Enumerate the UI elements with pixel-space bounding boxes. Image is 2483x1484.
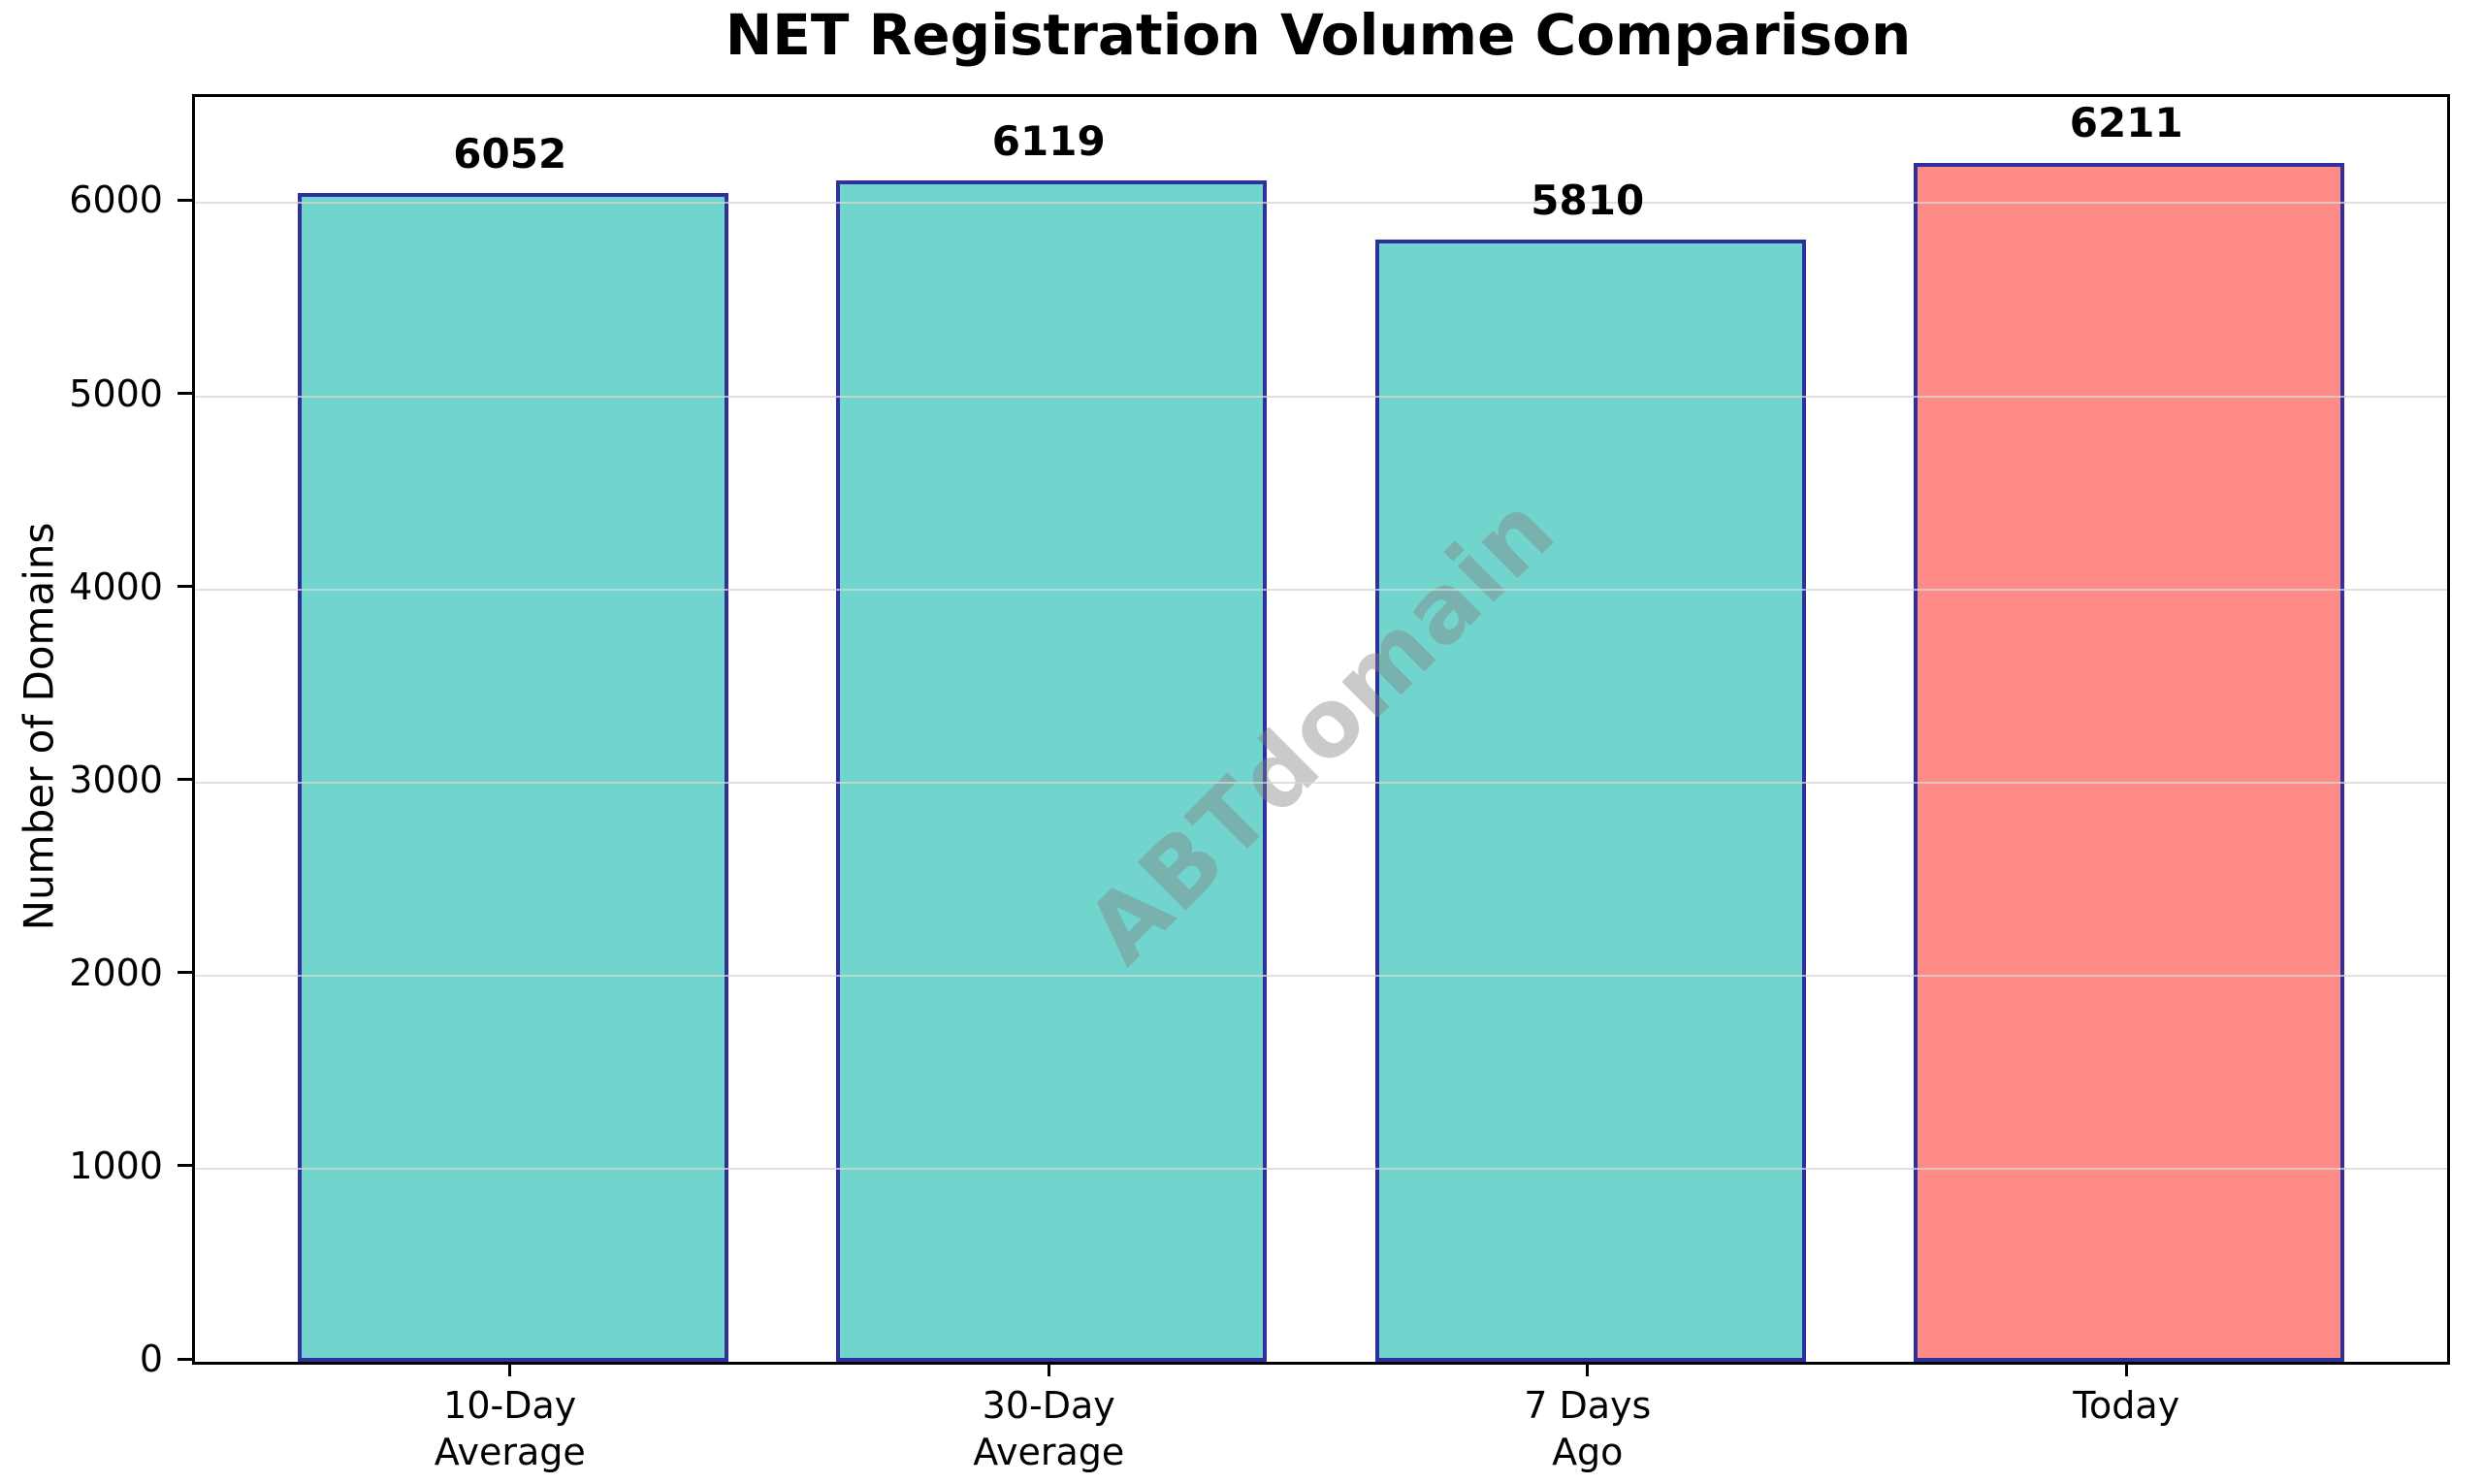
x-tick-label-line: 30-Day [982,1384,1115,1427]
bar-value-label: 6211 [2069,99,2183,147]
x-tick-label-line: 10-Day [443,1384,577,1427]
y-tick-label: 0 [139,1338,163,1380]
x-tick-label-line: Today [2073,1384,2180,1427]
bar-value-label: 5810 [1531,177,1645,225]
gridline [195,781,2447,784]
x-tick-label: 10-Day Average [297,1382,724,1475]
plot-area: ABTdomain [192,94,2450,1365]
y-tick-label: 3000 [69,758,163,801]
y-tick-mark [177,1357,192,1361]
chart-title: NET Registration Volume Comparison [725,2,1912,68]
y-tick-mark [177,1164,192,1168]
y-tick-label: 2000 [69,951,163,994]
bar-3 [1374,240,1806,1362]
bar-2 [836,179,1268,1362]
x-tick-mark [1586,1362,1590,1376]
gridline [195,202,2447,205]
y-tick-mark [177,392,192,396]
y-tick-mark [177,198,192,202]
gridline [195,588,2447,591]
x-tick-label-line: Ago [1552,1431,1624,1473]
y-tick-label: 5000 [69,371,163,415]
y-tick-label: 6000 [69,178,163,222]
gridline [195,974,2447,977]
bar-value-label: 6052 [453,130,567,178]
x-tick-label-line: Average [434,1431,586,1473]
y-tick-label: 1000 [69,1144,163,1187]
bar-1 [297,193,728,1362]
x-tick-label: 30-Day Average [835,1382,1262,1475]
x-tick-mark [1047,1362,1050,1376]
gridline [195,1167,2447,1170]
y-tick-mark [177,585,192,589]
x-tick-label: Today [1913,1382,2339,1429]
bar-4 [1914,162,2345,1362]
x-tick-label-line: Average [973,1431,1125,1473]
y-tick-mark [177,971,192,975]
bar-value-label: 6119 [991,116,1106,165]
x-tick-label: 7 Days Ago [1374,1382,1801,1475]
x-tick-mark [508,1362,512,1376]
x-tick-mark [2124,1362,2128,1376]
y-tick-label: 4000 [69,565,163,608]
y-tick-mark [177,778,192,782]
gridline [195,395,2447,398]
x-tick-label-line: 7 Days [1524,1384,1652,1427]
